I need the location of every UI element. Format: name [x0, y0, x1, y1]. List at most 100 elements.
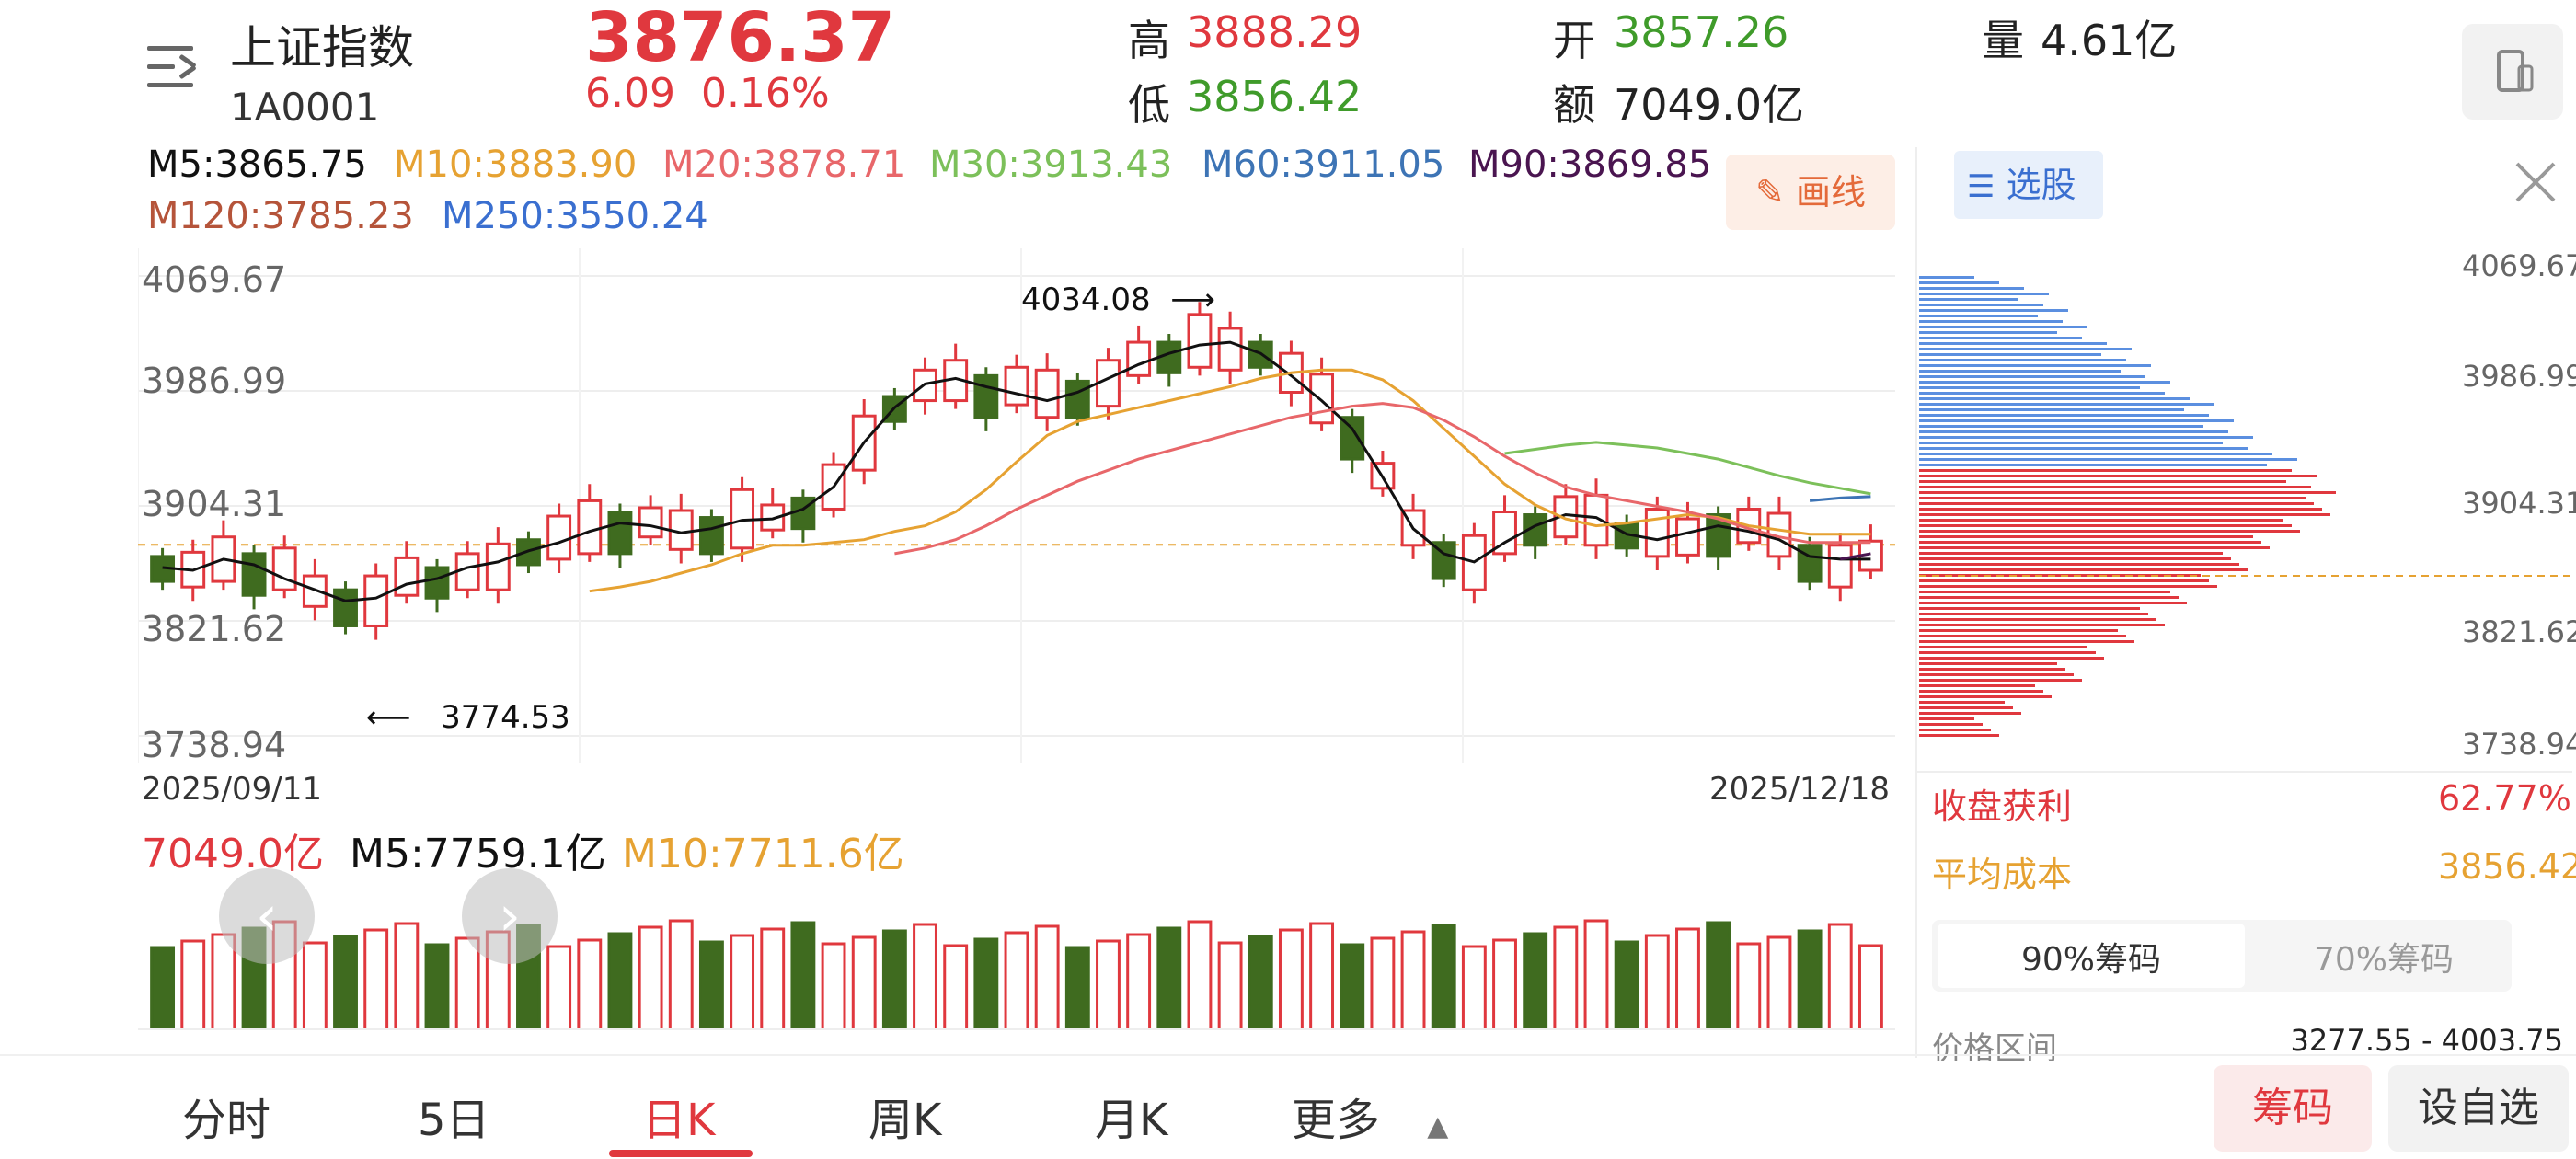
y-tick-2: 3986.99	[142, 361, 287, 401]
chip-tick-1: 4069.67	[2462, 248, 2576, 283]
add-watchlist-button[interactable]: 设自选	[2388, 1065, 2569, 1152]
volume-bar	[1553, 925, 1579, 1030]
chip-bar	[1919, 281, 1999, 284]
chip-tick-4: 3821.62	[2462, 614, 2576, 649]
phone-landscape-button[interactable]	[2462, 24, 2563, 120]
amount-label: 额	[1553, 80, 1595, 130]
chip-bar	[1919, 591, 2170, 593]
y-tick-3: 3904.31	[142, 484, 287, 524]
chips-button[interactable]: 筹码	[2214, 1065, 2372, 1152]
tab-more-label: 更多	[1292, 1095, 1381, 1146]
tab-monthly-k[interactable]: 月K	[1095, 1095, 1168, 1146]
chip-bar	[1919, 392, 2165, 395]
draw-line-button[interactable]: ✎ 画线	[1726, 155, 1895, 230]
chip-bar	[1919, 403, 2214, 406]
tab-daily-k[interactable]: 日K	[642, 1095, 716, 1146]
chip-bar	[1919, 359, 2126, 361]
stock-select-button[interactable]: ☰ 选股	[1954, 151, 2103, 219]
chip-bar	[1919, 326, 2087, 328]
chip-bar	[1919, 535, 2253, 538]
chip-bar	[1919, 690, 2043, 693]
ma10-legend: M10:3883.90	[394, 143, 638, 186]
volume-bar	[302, 941, 328, 1030]
phone-icon	[2497, 50, 2534, 92]
candle-body	[1492, 511, 1517, 556]
close-icon	[2515, 162, 2556, 202]
index-code: 1A0001	[230, 85, 380, 130]
volume-bar	[1827, 923, 1853, 1030]
candle-body	[394, 556, 420, 597]
chip-bar	[1919, 436, 2253, 439]
chip-bar	[1919, 673, 2074, 676]
chip-bar	[1919, 315, 2038, 317]
candle-body	[1706, 513, 1731, 558]
candle-body	[1217, 327, 1243, 372]
tab-5day[interactable]: 5日	[418, 1095, 490, 1146]
volume-bar	[607, 932, 633, 1030]
chip-bar	[1919, 364, 2151, 367]
chip-bar	[1919, 486, 2311, 488]
avg-cost-value: 3856.42	[2438, 846, 2576, 887]
volume-bar	[851, 935, 877, 1030]
chip-bar	[1919, 607, 2140, 610]
ma-line-m90	[1840, 552, 1871, 561]
high-value: 3888.29	[1187, 7, 1363, 57]
chip-bar	[1919, 408, 2184, 411]
volume-bar	[1675, 927, 1700, 1030]
chip-bar	[1919, 563, 2239, 566]
right-arrow-icon: ⟶	[1160, 281, 1215, 318]
chip-bar	[1919, 574, 2201, 577]
scroll-left-button[interactable]: ‹	[219, 868, 315, 964]
chip-bar	[1919, 651, 2096, 654]
volume-bar	[1797, 929, 1823, 1030]
pencil-icon: ✎	[1755, 172, 1785, 212]
chart-grid	[138, 248, 1895, 763]
volume-bar	[1064, 946, 1090, 1030]
chip-bar	[1919, 717, 1974, 720]
volume-chart[interactable]	[138, 883, 1895, 1030]
menu-icon[interactable]	[147, 44, 201, 90]
start-date: 2025/09/11	[142, 771, 322, 808]
volume-bar	[1370, 936, 1396, 1030]
volume-bar	[698, 940, 724, 1030]
ma-line-m10	[589, 368, 1871, 593]
volume-bar	[913, 923, 937, 1030]
chip-bar	[1919, 430, 2228, 433]
candle-body	[363, 574, 389, 627]
tab-more[interactable]: 更多 ▲	[1292, 1084, 1448, 1148]
tab-weekly-k[interactable]: 周K	[868, 1095, 942, 1146]
chip-bar	[1919, 480, 2286, 483]
volume-bar	[1614, 940, 1639, 1030]
chip-bar	[1919, 419, 2234, 422]
chip-bar	[1919, 568, 2248, 571]
change-percent: 0.16%	[700, 70, 830, 117]
chip-bar	[1919, 602, 2187, 604]
end-date: 2025/12/18	[1709, 771, 1890, 808]
volume-bar	[394, 922, 420, 1030]
chip-bar	[1919, 309, 2068, 312]
candle-body	[1431, 541, 1456, 580]
volume-bar	[973, 937, 999, 1030]
profit-value: 62.77%	[2438, 778, 2571, 819]
tab-70-chips[interactable]: 70%筹码	[2313, 941, 2455, 979]
candle-body	[1064, 379, 1090, 419]
volume-bar	[668, 919, 694, 1030]
chip-bar	[1919, 580, 2209, 582]
y-tick-bottom: 3738.94	[142, 725, 287, 765]
volume-bar	[1644, 934, 1670, 1030]
candles	[150, 302, 1883, 640]
scroll-right-button[interactable]: ›	[462, 868, 558, 964]
chip-bar	[1919, 331, 2057, 334]
candle-body	[698, 516, 724, 556]
chip-bar	[1919, 657, 2104, 660]
tab-intraday[interactable]: 分时	[182, 1095, 271, 1146]
candle-body	[607, 511, 633, 556]
max-value: 4034.08	[1021, 281, 1151, 318]
volume-bar	[363, 928, 389, 1030]
candlestick-chart[interactable]	[138, 248, 1895, 763]
close-panel-button[interactable]	[2508, 155, 2563, 210]
candle-body	[1004, 365, 1029, 407]
ma-line-m30	[1504, 441, 1871, 496]
chip-bar	[1919, 475, 2317, 477]
tab-90-chips[interactable]: 90%筹码	[2020, 941, 2162, 979]
